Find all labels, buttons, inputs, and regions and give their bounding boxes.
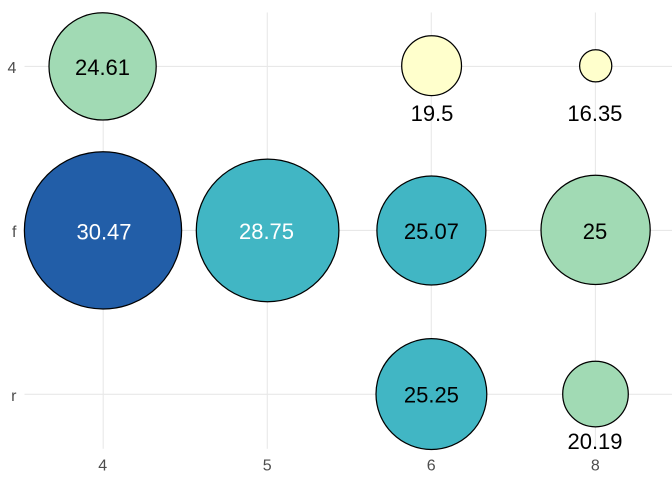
svg-text:r: r (11, 388, 17, 405)
svg-text:25.25: 25.25 (404, 383, 459, 408)
svg-text:4: 4 (7, 60, 16, 77)
svg-text:4: 4 (98, 458, 107, 475)
svg-text:5: 5 (263, 458, 272, 475)
svg-text:28.75: 28.75 (239, 219, 294, 244)
svg-text:24.61: 24.61 (75, 55, 130, 80)
svg-text:30.47: 30.47 (76, 219, 131, 244)
svg-text:16.35: 16.35 (567, 101, 622, 126)
svg-text:25: 25 (583, 219, 607, 244)
svg-text:25.07: 25.07 (404, 219, 459, 244)
svg-text:f: f (12, 224, 17, 241)
svg-text:6: 6 (427, 458, 436, 475)
svg-text:20.19: 20.19 (567, 429, 622, 454)
svg-text:8: 8 (591, 458, 600, 475)
svg-text:19.5: 19.5 (411, 101, 454, 126)
